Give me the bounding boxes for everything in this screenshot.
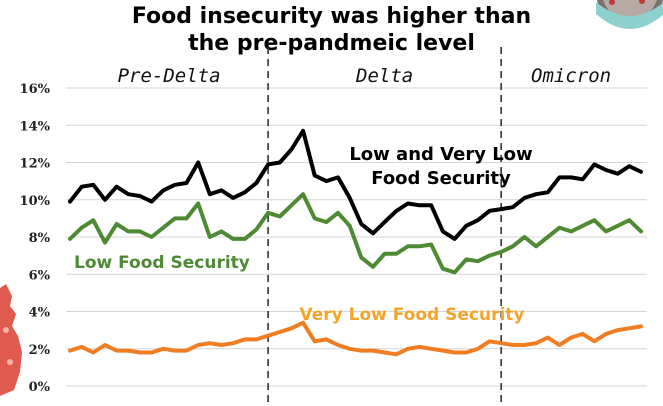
red-virus-blob-icon [0, 0, 663, 406]
